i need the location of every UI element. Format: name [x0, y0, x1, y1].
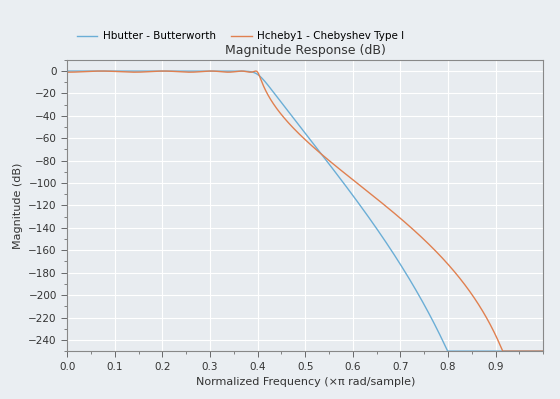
Hbutter - Butterworth	[202, 69, 208, 73]
Hbutter - Butterworth	[540, 349, 547, 354]
Hcheby1 - Chebyshev Type I	[246, 70, 253, 75]
Legend: Hbutter - Butterworth, Hcheby1 - Chebyshev Type I: Hbutter - Butterworth, Hcheby1 - Chebysh…	[72, 27, 409, 45]
X-axis label: Normalized Frequency (×π rad/sample): Normalized Frequency (×π rad/sample)	[195, 377, 415, 387]
Hcheby1 - Chebyshev Type I	[310, 145, 317, 150]
Line: Hcheby1 - Chebyshev Type I: Hcheby1 - Chebyshev Type I	[67, 71, 543, 351]
Hbutter - Butterworth	[64, 69, 71, 73]
Hcheby1 - Chebyshev Type I	[202, 69, 208, 74]
Line: Hbutter - Butterworth: Hbutter - Butterworth	[67, 71, 543, 351]
Hbutter - Butterworth	[302, 131, 309, 136]
Hcheby1 - Chebyshev Type I	[64, 70, 71, 75]
Hbutter - Butterworth	[246, 69, 253, 74]
Hbutter - Butterworth	[311, 143, 318, 148]
Hcheby1 - Chebyshev Type I	[311, 146, 318, 151]
Hcheby1 - Chebyshev Type I	[414, 231, 421, 236]
Title: Magnitude Response (dB): Magnitude Response (dB)	[225, 44, 386, 57]
Hcheby1 - Chebyshev Type I	[302, 137, 309, 142]
Hbutter - Butterworth	[444, 349, 451, 354]
Hbutter - Butterworth	[414, 291, 421, 296]
Hcheby1 - Chebyshev Type I	[500, 349, 506, 354]
Hcheby1 - Chebyshev Type I	[540, 349, 547, 354]
Hbutter - Butterworth	[134, 69, 141, 73]
Hbutter - Butterworth	[310, 142, 317, 146]
Hcheby1 - Chebyshev Type I	[238, 69, 245, 73]
Y-axis label: Magnitude (dB): Magnitude (dB)	[13, 162, 23, 249]
